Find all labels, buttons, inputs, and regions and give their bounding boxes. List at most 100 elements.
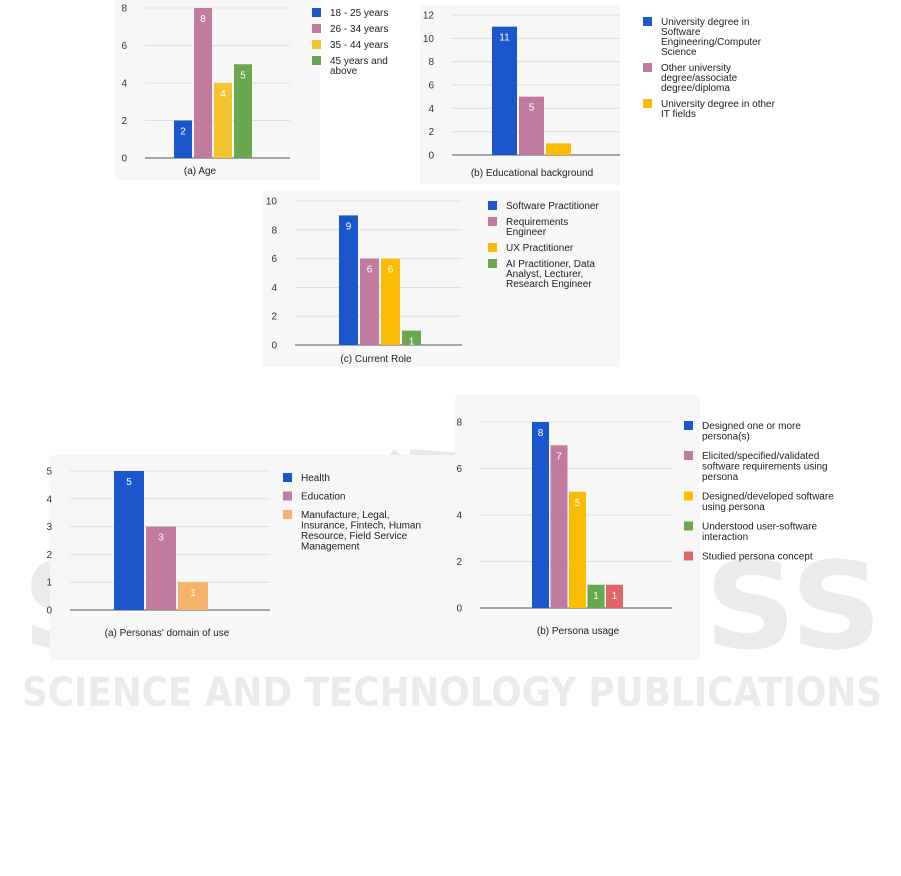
y-tick-label: 4 — [456, 511, 462, 522]
legend-entry: Education — [301, 492, 345, 503]
legend-entry: Designed/developed software using persona — [702, 492, 834, 514]
y-tick-label: 8 — [456, 418, 462, 429]
y-tick-label: 2 — [121, 116, 127, 127]
legend-swatch — [488, 243, 497, 252]
chart-age: 0 2 4 6 8 2 8 4 5 (a) Age 18 - 25 years 26 - 34 yea… — [115, 0, 388, 180]
legend-swatch — [488, 217, 497, 226]
legend-swatch — [684, 451, 693, 460]
bar-value-label: 5 — [575, 498, 581, 509]
bar-2 — [146, 526, 176, 610]
bar-value-label: 6 — [388, 265, 394, 276]
y-tick-label: 2 — [456, 557, 462, 568]
bar-value-label: 1 — [593, 591, 599, 602]
legend-entry: Requirements Engineer — [506, 217, 568, 238]
legend-swatch — [643, 63, 652, 72]
bar-value-label: 5 — [240, 70, 246, 81]
legend-entry: AI Practitioner, Data Analyst, Lecturer, R… — [506, 259, 595, 290]
bar-value-label: 6 — [367, 265, 373, 276]
legend-entry: Understood user-software interaction — [702, 522, 817, 544]
bar-1 — [114, 471, 144, 610]
legend-entry: 26 - 34 years — [330, 24, 388, 35]
legend-swatch — [283, 491, 292, 501]
charts: 0 2 4 6 8 2 8 4 5 (a) Age 18 - 25 years 26 - 34 yea… — [46, 0, 834, 660]
y-tick-label: 10 — [423, 34, 435, 45]
legend-swatch — [312, 24, 321, 33]
chart-education: 0 2 4 6 8 10 12 11 5 (b) Educational background Un… — [420, 5, 776, 185]
y-tick-label: 3 — [46, 522, 52, 533]
bar-value-label: 2 — [180, 127, 186, 138]
y-tick-label: 6 — [271, 254, 277, 265]
y-tick-label: 8 — [121, 4, 127, 15]
legend-entry: 35 - 44 years — [330, 40, 388, 51]
chart-caption: (b) Educational background — [471, 168, 593, 179]
bar-2 — [519, 96, 544, 155]
y-tick-label: 2 — [428, 127, 434, 138]
bar-3 — [569, 491, 586, 608]
bar-1 — [339, 215, 358, 345]
chart-background — [420, 5, 620, 185]
legend-swatch — [643, 99, 652, 108]
legend-swatch — [488, 259, 497, 268]
legend-entry: 18 - 25 years — [330, 8, 388, 19]
y-tick-label: 8 — [271, 225, 277, 236]
y-tick-label: 6 — [428, 81, 434, 92]
y-tick-label: 8 — [428, 57, 434, 68]
bar-value-label: 1 — [409, 337, 415, 348]
bar-value-label: 8 — [200, 14, 206, 25]
chart-caption: (c) Current Role — [340, 354, 412, 365]
legend-entry: University degree in other IT fields — [661, 99, 776, 120]
legend-swatch — [312, 8, 321, 17]
y-tick-label: 4 — [271, 283, 277, 294]
legend-entry: 45 years and above — [330, 56, 388, 77]
legend-entry: Other university degree/associate degree/d… — [661, 63, 738, 94]
bar-value-label: 1 — [190, 588, 196, 599]
bar-2 — [550, 445, 568, 608]
bar-2 — [194, 8, 212, 158]
y-tick-label: 0 — [271, 341, 277, 352]
bar-2 — [360, 258, 379, 345]
bar-4 — [587, 584, 605, 608]
bar-value-label: 4 — [220, 89, 226, 100]
legend-swatch — [684, 521, 693, 531]
y-tick-label: 4 — [46, 494, 52, 505]
legend-swatch — [643, 17, 652, 26]
bar-value-label: 7 — [556, 451, 562, 462]
chart-background — [262, 190, 620, 367]
bar-value-label: 5 — [126, 477, 132, 488]
bar-4 — [402, 330, 421, 345]
y-tick-label: 4 — [121, 79, 127, 90]
bar-4 — [234, 64, 252, 158]
y-tick-label: 1 — [46, 578, 52, 589]
chart-domain: 0 1 2 3 4 5 5 3 1 (a) Personas' domain of use Heal… — [46, 455, 460, 660]
bar-1 — [174, 120, 192, 158]
bar-value-label: 11 — [499, 33, 510, 44]
y-tick-label: 12 — [423, 11, 435, 22]
bar-value-label: 3 — [158, 533, 164, 544]
y-tick-label: 10 — [266, 197, 278, 208]
legend-entry: UX Practitioner — [506, 243, 574, 254]
chart-caption: (b) Persona usage — [537, 626, 620, 637]
legend-entry: Software Practitioner — [506, 201, 599, 212]
legend-entry: Studied persona concept — [702, 552, 813, 563]
bar-1 — [532, 422, 549, 608]
legend-entry: Elicited/specified/validated software req… — [702, 451, 828, 483]
y-tick-label: 4 — [428, 104, 434, 115]
bar-value-label: 1 — [612, 591, 618, 602]
legend-swatch — [312, 56, 321, 65]
y-tick-label: 6 — [456, 464, 462, 475]
chart-role: 0 2 4 6 8 10 9 6 6 1 (c) Current Role Software Prac… — [262, 190, 620, 367]
legend-swatch — [684, 421, 693, 430]
legend-entry: Manufacture, Legal, Insurance, Fintech, H… — [301, 510, 421, 553]
bar-3 — [381, 258, 400, 345]
bar-3 — [546, 143, 571, 155]
legend-swatch — [283, 510, 292, 519]
y-tick-label: 2 — [46, 550, 52, 561]
y-tick-label: 0 — [121, 154, 127, 165]
chart-usage: 0 2 4 6 8 8 7 5 1 1 (b) Persona usage Designed one … — [455, 395, 834, 660]
y-tick-label: 5 — [46, 467, 52, 478]
legend-swatch — [283, 473, 292, 482]
chart-caption: (a) Age — [184, 166, 217, 177]
bar-value-label: 5 — [529, 103, 535, 114]
legend-entry: University degree in Software Engineering/… — [661, 17, 762, 58]
